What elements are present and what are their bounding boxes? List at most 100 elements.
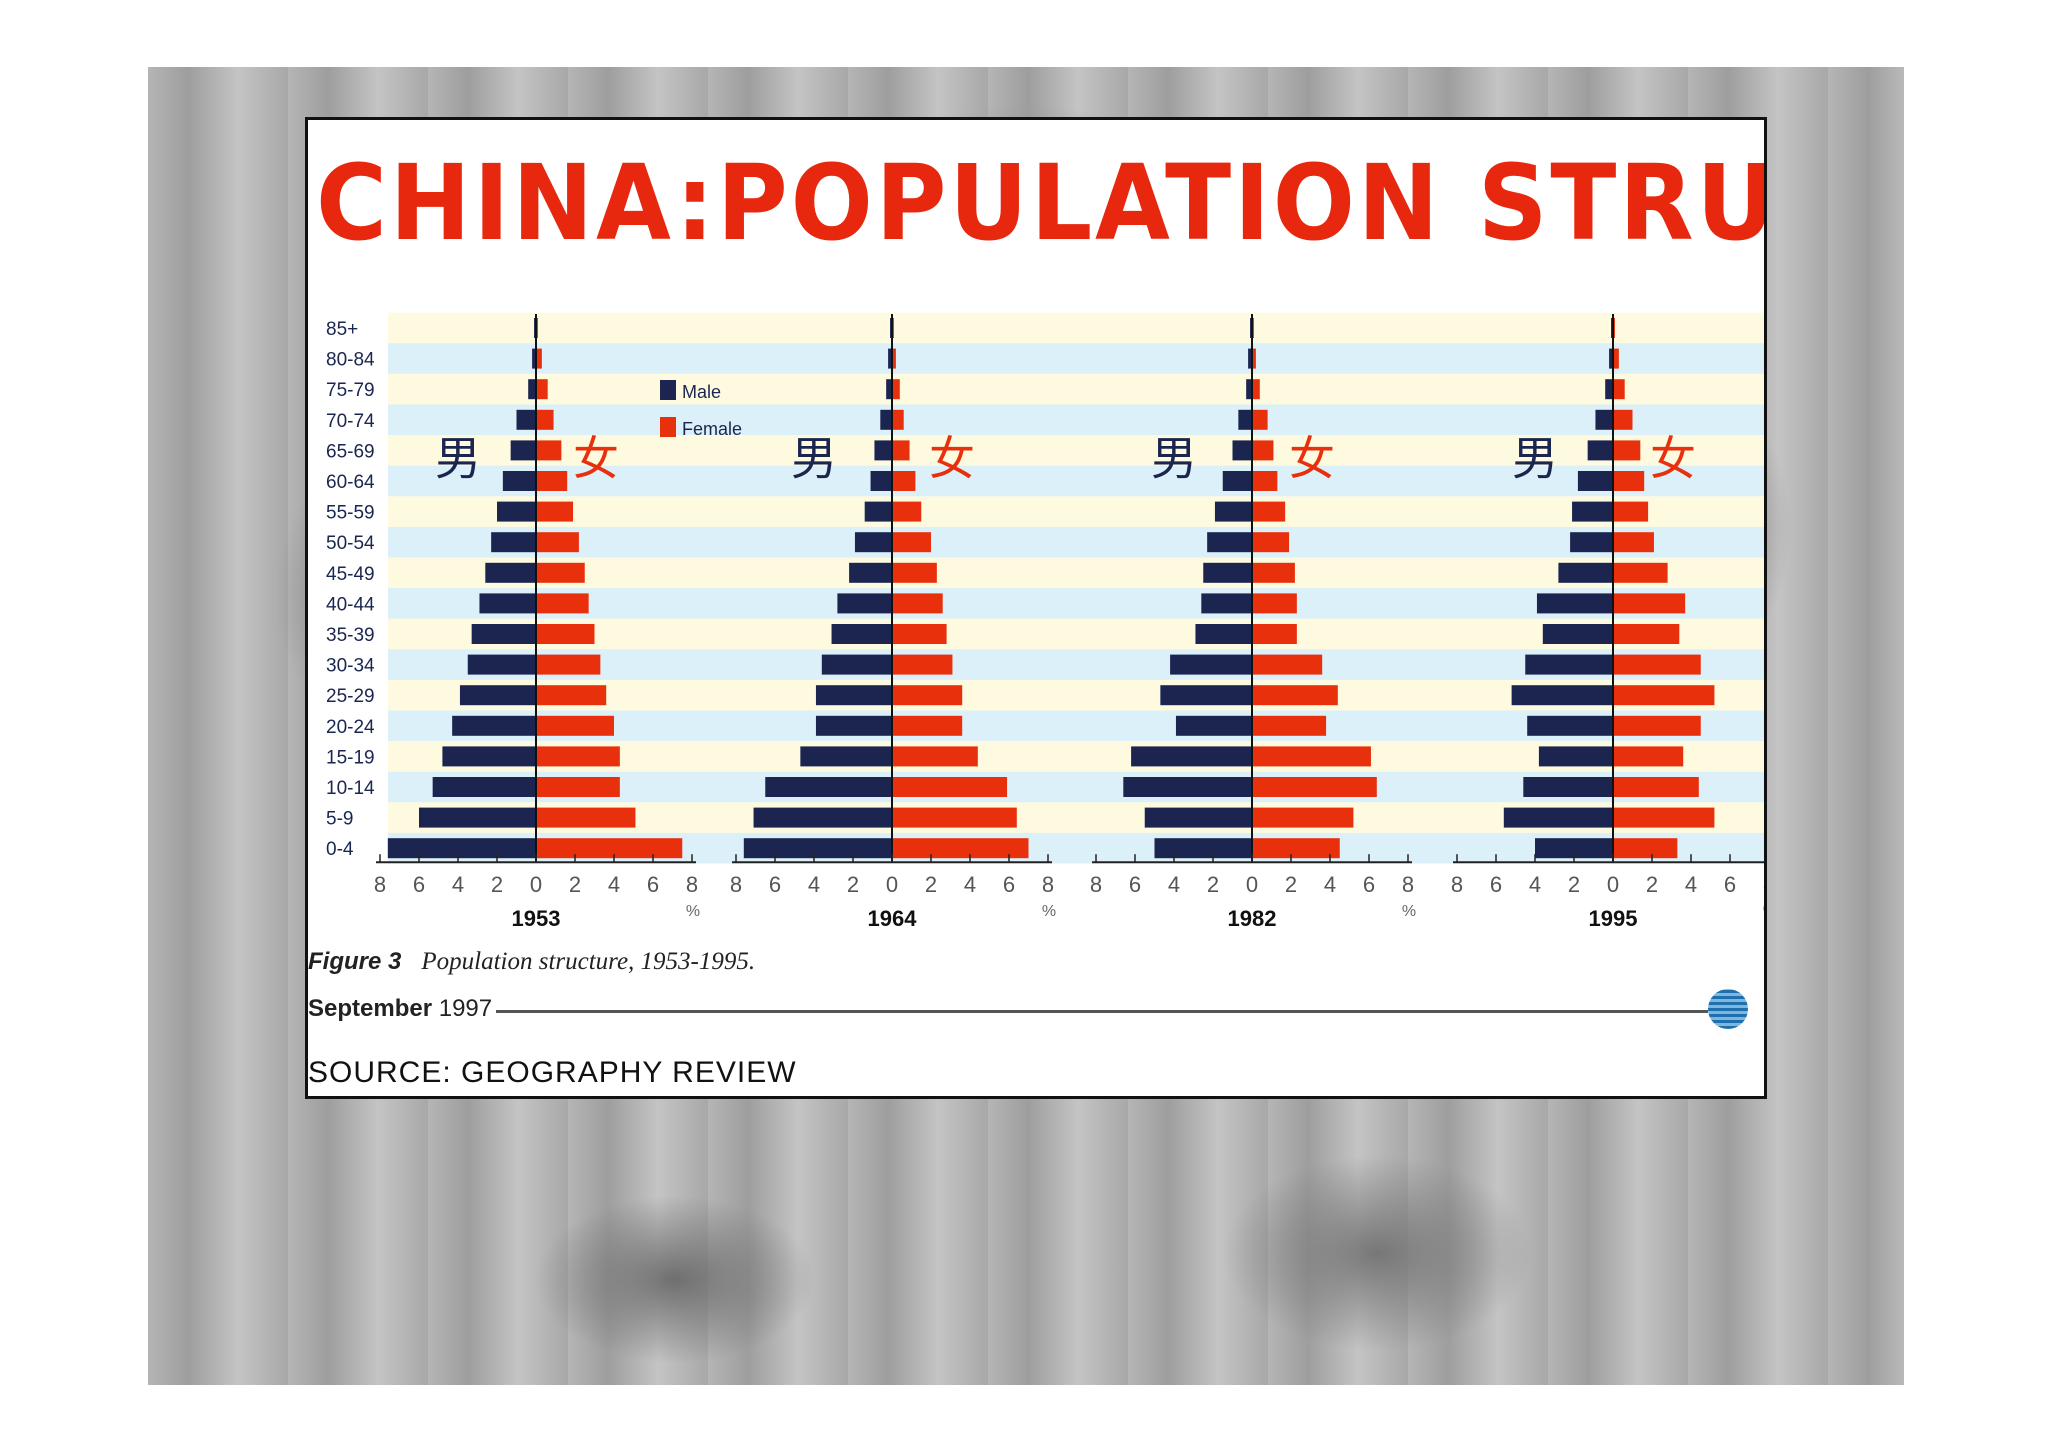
bar-male [880, 409, 892, 430]
x-unit-label: % [1763, 903, 1767, 920]
bar-female [1613, 654, 1701, 675]
x-tick-label: 8 [374, 872, 386, 897]
globe-icon [1708, 989, 1748, 1029]
bar-male [1160, 685, 1252, 706]
bar-female [536, 593, 589, 614]
bar-male [854, 532, 892, 553]
bar-female [1252, 777, 1377, 797]
bar-female [1613, 685, 1715, 706]
bar-male [1144, 807, 1252, 828]
x-tick-label: 6 [1003, 872, 1015, 897]
bar-male [1154, 838, 1252, 859]
footer-line: September 1997 [308, 989, 1748, 1029]
male-symbol: 男 [1151, 431, 1197, 485]
bar-female [536, 654, 601, 675]
bar-male [1214, 501, 1252, 522]
age-group-label: 15-19 [326, 747, 375, 768]
bar-female [892, 379, 900, 400]
pyramid-year-label: 1953 [512, 906, 561, 931]
bar-female [1613, 838, 1678, 859]
bar-female [1252, 746, 1371, 767]
bar-female [892, 777, 1008, 797]
bar-male [1558, 562, 1613, 583]
bar-female [1252, 562, 1295, 583]
bar-male [831, 624, 892, 644]
bar-female [892, 624, 947, 644]
bar-female [1613, 777, 1699, 797]
x-unit-label: % [1402, 903, 1416, 920]
age-group-label: 30-34 [326, 656, 375, 677]
bar-male [1523, 777, 1613, 797]
bar-male [1238, 409, 1252, 430]
row-band [388, 526, 1764, 558]
bar-female [892, 746, 978, 767]
bar-male [765, 777, 892, 797]
bar-female [536, 501, 574, 522]
x-tick-label: 4 [808, 872, 820, 897]
bar-female [536, 807, 636, 828]
bar-male [1131, 746, 1252, 767]
bar-male [1536, 593, 1613, 614]
row-band [388, 343, 1764, 374]
x-tick-label: 6 [647, 872, 659, 897]
bar-male [874, 440, 892, 461]
x-tick-label: 2 [1568, 872, 1580, 897]
bar-male [864, 501, 892, 522]
bar-male [1503, 807, 1613, 828]
x-tick-label: 0 [530, 872, 542, 897]
age-group-label: 85+ [326, 319, 358, 340]
bar-male [1222, 471, 1252, 491]
x-tick-label: 8 [1451, 872, 1463, 897]
figure-caption: Figure 3 Population structure, 1953-1995. [308, 948, 755, 976]
bar-female [536, 409, 554, 430]
footer-year: 1997 [438, 995, 493, 1022]
footer-month: September [308, 995, 433, 1022]
legend-swatch-male [660, 380, 676, 400]
source-credit: SOURCE: GEOGRAPHY REVIEW [308, 1056, 797, 1089]
female-symbol: 女 [929, 431, 975, 485]
bar-female [1613, 471, 1645, 491]
bar-female [1252, 654, 1323, 675]
pyramid-year-label: 1995 [1589, 906, 1638, 931]
bar-female [1613, 807, 1715, 828]
pyramid-year-label: 1982 [1228, 906, 1277, 931]
x-tick-label: 4 [1685, 872, 1697, 897]
x-tick-label: 2 [569, 872, 581, 897]
x-tick-label: 2 [1646, 872, 1658, 897]
row-band [388, 435, 1764, 466]
bar-male [1170, 654, 1252, 675]
bar-female [536, 777, 620, 797]
x-tick-label: 2 [1207, 872, 1219, 897]
bar-male [471, 624, 536, 644]
population-pyramids-chart: 85+80-8475-7970-7465-6960-6455-5950-5445… [326, 312, 1767, 931]
bar-female [892, 807, 1017, 828]
age-group-label: 40-44 [326, 594, 375, 615]
bar-female [536, 348, 542, 369]
pyramid-1982: 8 6 4 2 0 2 4 6 8% 1982 男 女 [1090, 314, 1416, 931]
bar-male [452, 715, 536, 736]
bar-male [485, 562, 536, 583]
x-tick-label: 2 [1285, 872, 1297, 897]
bar-female [1252, 593, 1297, 614]
bar-female [1252, 715, 1327, 736]
bar-male [1538, 746, 1613, 767]
age-group-label: 60-64 [326, 472, 375, 493]
bar-male [516, 409, 536, 430]
bar-female [892, 471, 916, 491]
legend-swatch-female [660, 417, 676, 437]
row-band [388, 496, 1764, 527]
x-tick-label: 6 [1363, 872, 1375, 897]
bar-female [1613, 409, 1633, 430]
bar-female [1252, 440, 1274, 461]
x-tick-label: 8 [1042, 872, 1054, 897]
bar-male [1572, 501, 1613, 522]
x-tick-label: 8 [1402, 872, 1414, 897]
male-symbol: 男 [791, 431, 837, 485]
bar-female [1613, 501, 1649, 522]
bar-male [815, 715, 892, 736]
age-group-label: 55-59 [326, 503, 375, 524]
bar-male [1535, 838, 1613, 859]
bar-female [1252, 807, 1354, 828]
bar-male [432, 777, 536, 797]
bar-male [1201, 593, 1252, 614]
